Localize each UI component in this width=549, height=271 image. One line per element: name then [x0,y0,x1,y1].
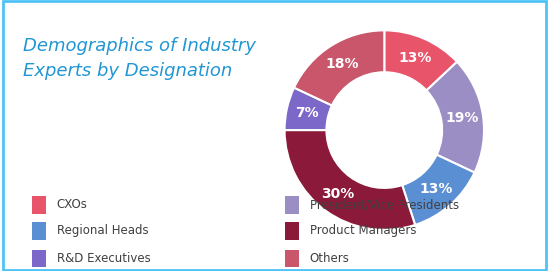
FancyBboxPatch shape [285,196,299,214]
Wedge shape [284,130,415,230]
Text: 18%: 18% [326,57,359,70]
FancyBboxPatch shape [285,250,299,267]
FancyBboxPatch shape [32,222,46,240]
Wedge shape [294,30,384,105]
Text: Demographics of Industry
Experts by Designation: Demographics of Industry Experts by Desi… [23,37,256,80]
Text: 7%: 7% [295,106,319,120]
Wedge shape [402,155,474,225]
Text: 13%: 13% [420,182,453,196]
Text: Regional Heads: Regional Heads [57,224,148,237]
Text: CXOs: CXOs [57,198,88,211]
Text: 19%: 19% [445,111,479,125]
FancyBboxPatch shape [32,250,46,267]
Text: President/Vice Presidents: President/Vice Presidents [310,198,459,211]
Text: Product Managers: Product Managers [310,224,416,237]
Text: R&D Executives: R&D Executives [57,252,150,265]
Wedge shape [427,62,484,173]
Text: 13%: 13% [399,51,432,65]
Text: Others: Others [310,252,350,265]
Text: 30%: 30% [321,187,355,201]
Wedge shape [284,88,332,130]
Wedge shape [384,30,457,91]
FancyBboxPatch shape [285,222,299,240]
FancyBboxPatch shape [32,196,46,214]
